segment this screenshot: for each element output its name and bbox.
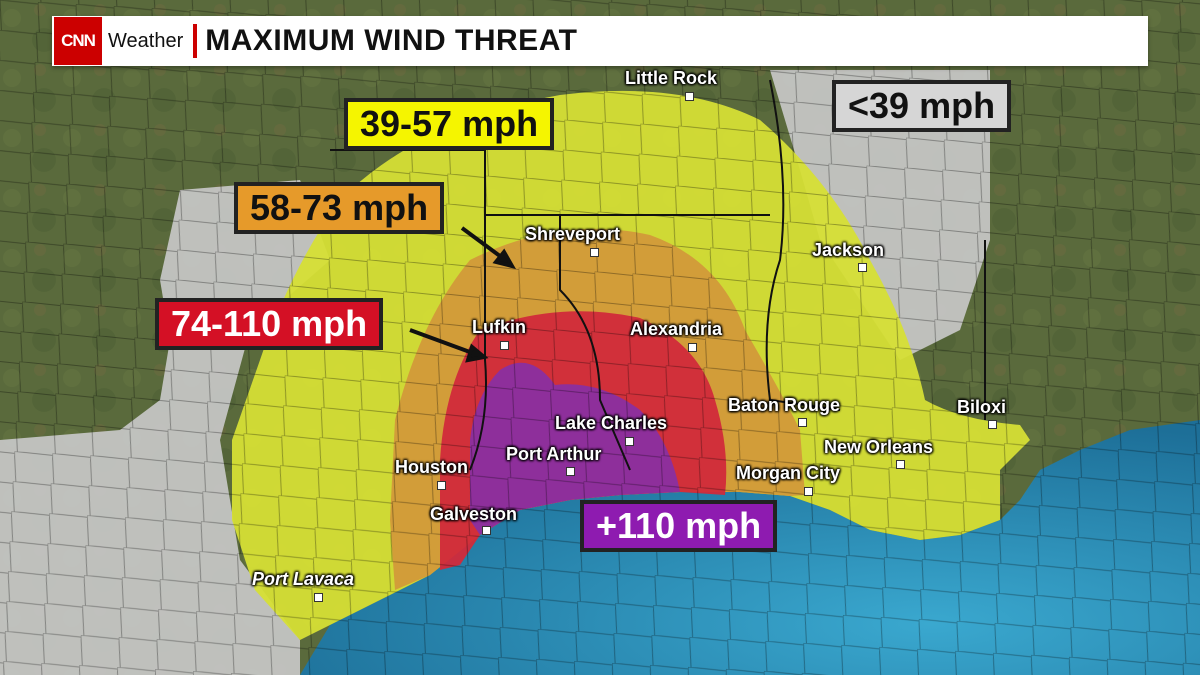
city-label-jackson: Jackson xyxy=(812,240,885,260)
city-marker-shreveport xyxy=(590,248,599,257)
city-label-morgan-city: Morgan City xyxy=(736,463,841,483)
city-label-lake-charles: Lake Charles xyxy=(555,413,668,433)
city-marker-baton-rouge xyxy=(798,418,807,427)
city-marker-port-arthur xyxy=(566,467,575,476)
legend-58-73: 58-73 mph xyxy=(234,182,445,234)
city-label-baton-rouge: Baton Rouge xyxy=(728,395,840,415)
state-borders xyxy=(330,79,986,471)
city-marker-morgan-city xyxy=(804,487,813,496)
city-marker-houston xyxy=(437,481,446,490)
city-label-little-rock: Little Rock xyxy=(625,68,718,88)
city-marker-galveston xyxy=(482,526,491,535)
legend-low: <39 mph xyxy=(832,80,1012,132)
city-label-new-orleans: New Orleans xyxy=(824,437,934,457)
legend-39-57: 39-57 mph xyxy=(344,98,555,150)
city-marker-jackson xyxy=(858,263,867,272)
city-marker-lufkin xyxy=(500,341,509,350)
weather-brand: Weather xyxy=(108,29,184,52)
city-label-port-arthur: Port Arthur xyxy=(506,444,602,464)
cnn-logo: CNN xyxy=(54,17,102,65)
city-marker-little-rock xyxy=(685,92,694,101)
legend-110-plus: +110 mph xyxy=(580,500,778,552)
city-marker-new-orleans xyxy=(896,460,905,469)
city-label-lufkin: Lufkin xyxy=(472,317,526,337)
city-label-shreveport: Shreveport xyxy=(525,224,621,244)
city-label-houston: Houston xyxy=(395,457,468,477)
city-label-alexandria: Alexandria xyxy=(630,319,723,339)
header-divider xyxy=(193,24,198,58)
legend-74-110: 74-110 mph xyxy=(155,298,384,350)
city-marker-port-lavaca xyxy=(314,593,323,602)
city-label-biloxi: Biloxi xyxy=(957,397,1007,417)
city-label-port-lavaca: Port Lavaca xyxy=(252,569,355,589)
city-marker-biloxi xyxy=(988,420,997,429)
header-bar: CNN Weather MAXIMUM WIND THREAT xyxy=(52,16,1148,66)
pointer-arrows xyxy=(409,226,517,363)
page-title: MAXIMUM WIND THREAT xyxy=(205,24,578,57)
city-label-galveston: Galveston xyxy=(430,504,518,524)
city-marker-lake-charles xyxy=(625,437,634,446)
city-marker-alexandria xyxy=(688,343,697,352)
